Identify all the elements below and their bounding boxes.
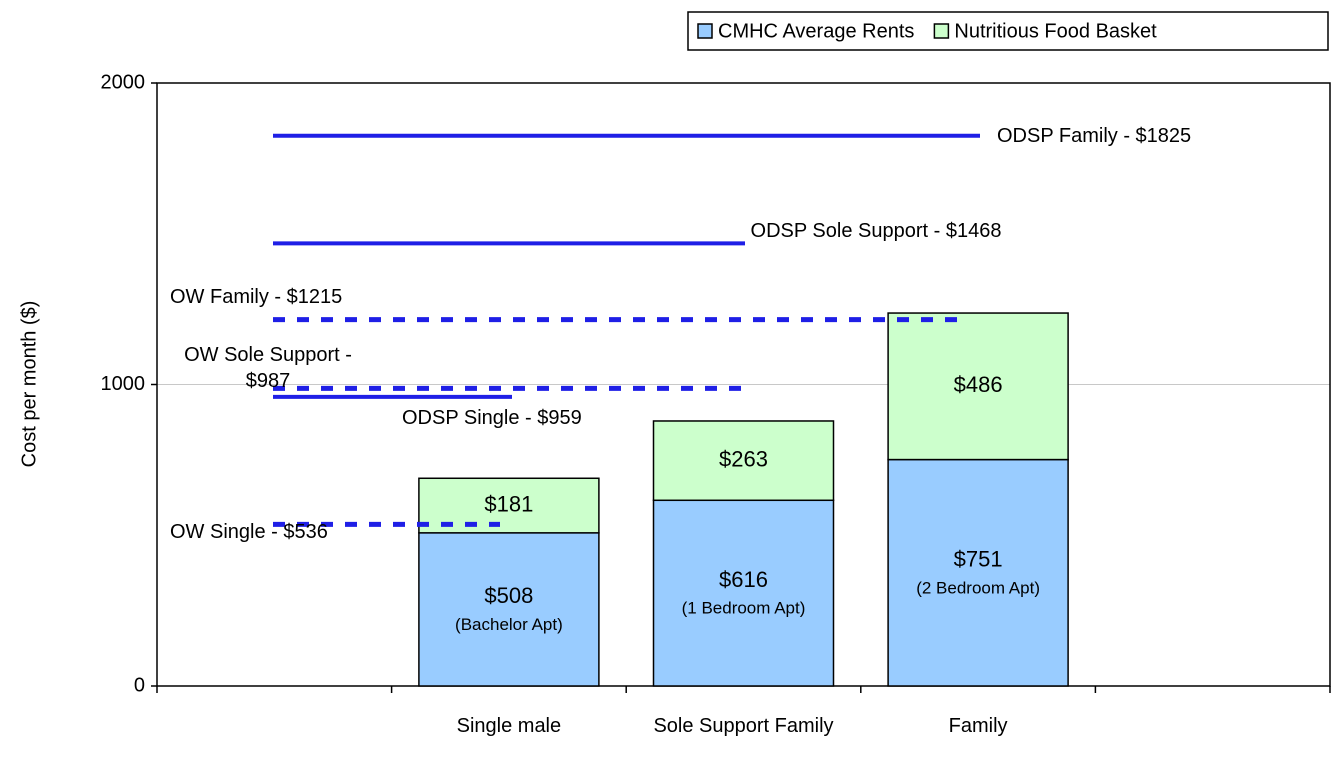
reference-label: ODSP Family - $1825	[997, 125, 1192, 147]
reference-label: OW Single - $536	[170, 521, 328, 543]
reference-label: OW Family - $1215	[170, 286, 343, 308]
y-tick-label: 0	[134, 674, 145, 696]
value-label: $181	[484, 491, 533, 516]
value-label: $263	[719, 446, 768, 471]
reference-label: ODSP Single - $959	[402, 407, 582, 429]
value-label: $508	[484, 583, 533, 608]
legend-swatch	[933, 23, 950, 39]
legend-label: Nutritious Food Basket	[954, 20, 1157, 42]
y-tick-label: 2000	[101, 71, 146, 93]
bar-segment	[652, 420, 835, 502]
y-axis-label: Cost per month ($)	[18, 301, 40, 468]
value-label: $616	[719, 567, 768, 592]
reference-label: OW Sole Support - $987	[184, 344, 352, 392]
value-label: $751	[954, 547, 1003, 572]
legend-swatch	[697, 23, 713, 39]
x-tick-label: Sole Support Family	[653, 715, 834, 737]
bar-note: (2 Bedroom Apt)	[916, 578, 1040, 597]
bar-segment	[887, 312, 1069, 461]
bar-segment	[652, 499, 835, 687]
legend-box	[687, 11, 1329, 51]
bar-segment	[418, 532, 600, 687]
reference-label: ODSP Sole Support - $1468	[750, 220, 1002, 242]
x-tick-label: Single male	[456, 715, 562, 737]
y-tick-label: 1000	[101, 373, 146, 395]
value-label: $486	[954, 372, 1003, 397]
legend-label: CMHC Average Rents	[718, 20, 914, 42]
x-tick-label: Family	[948, 715, 1008, 737]
bar-note: (1 Bedroom Apt)	[682, 599, 806, 618]
bar-segment	[887, 458, 1069, 687]
bar-note: (Bachelor Apt)	[455, 615, 563, 634]
